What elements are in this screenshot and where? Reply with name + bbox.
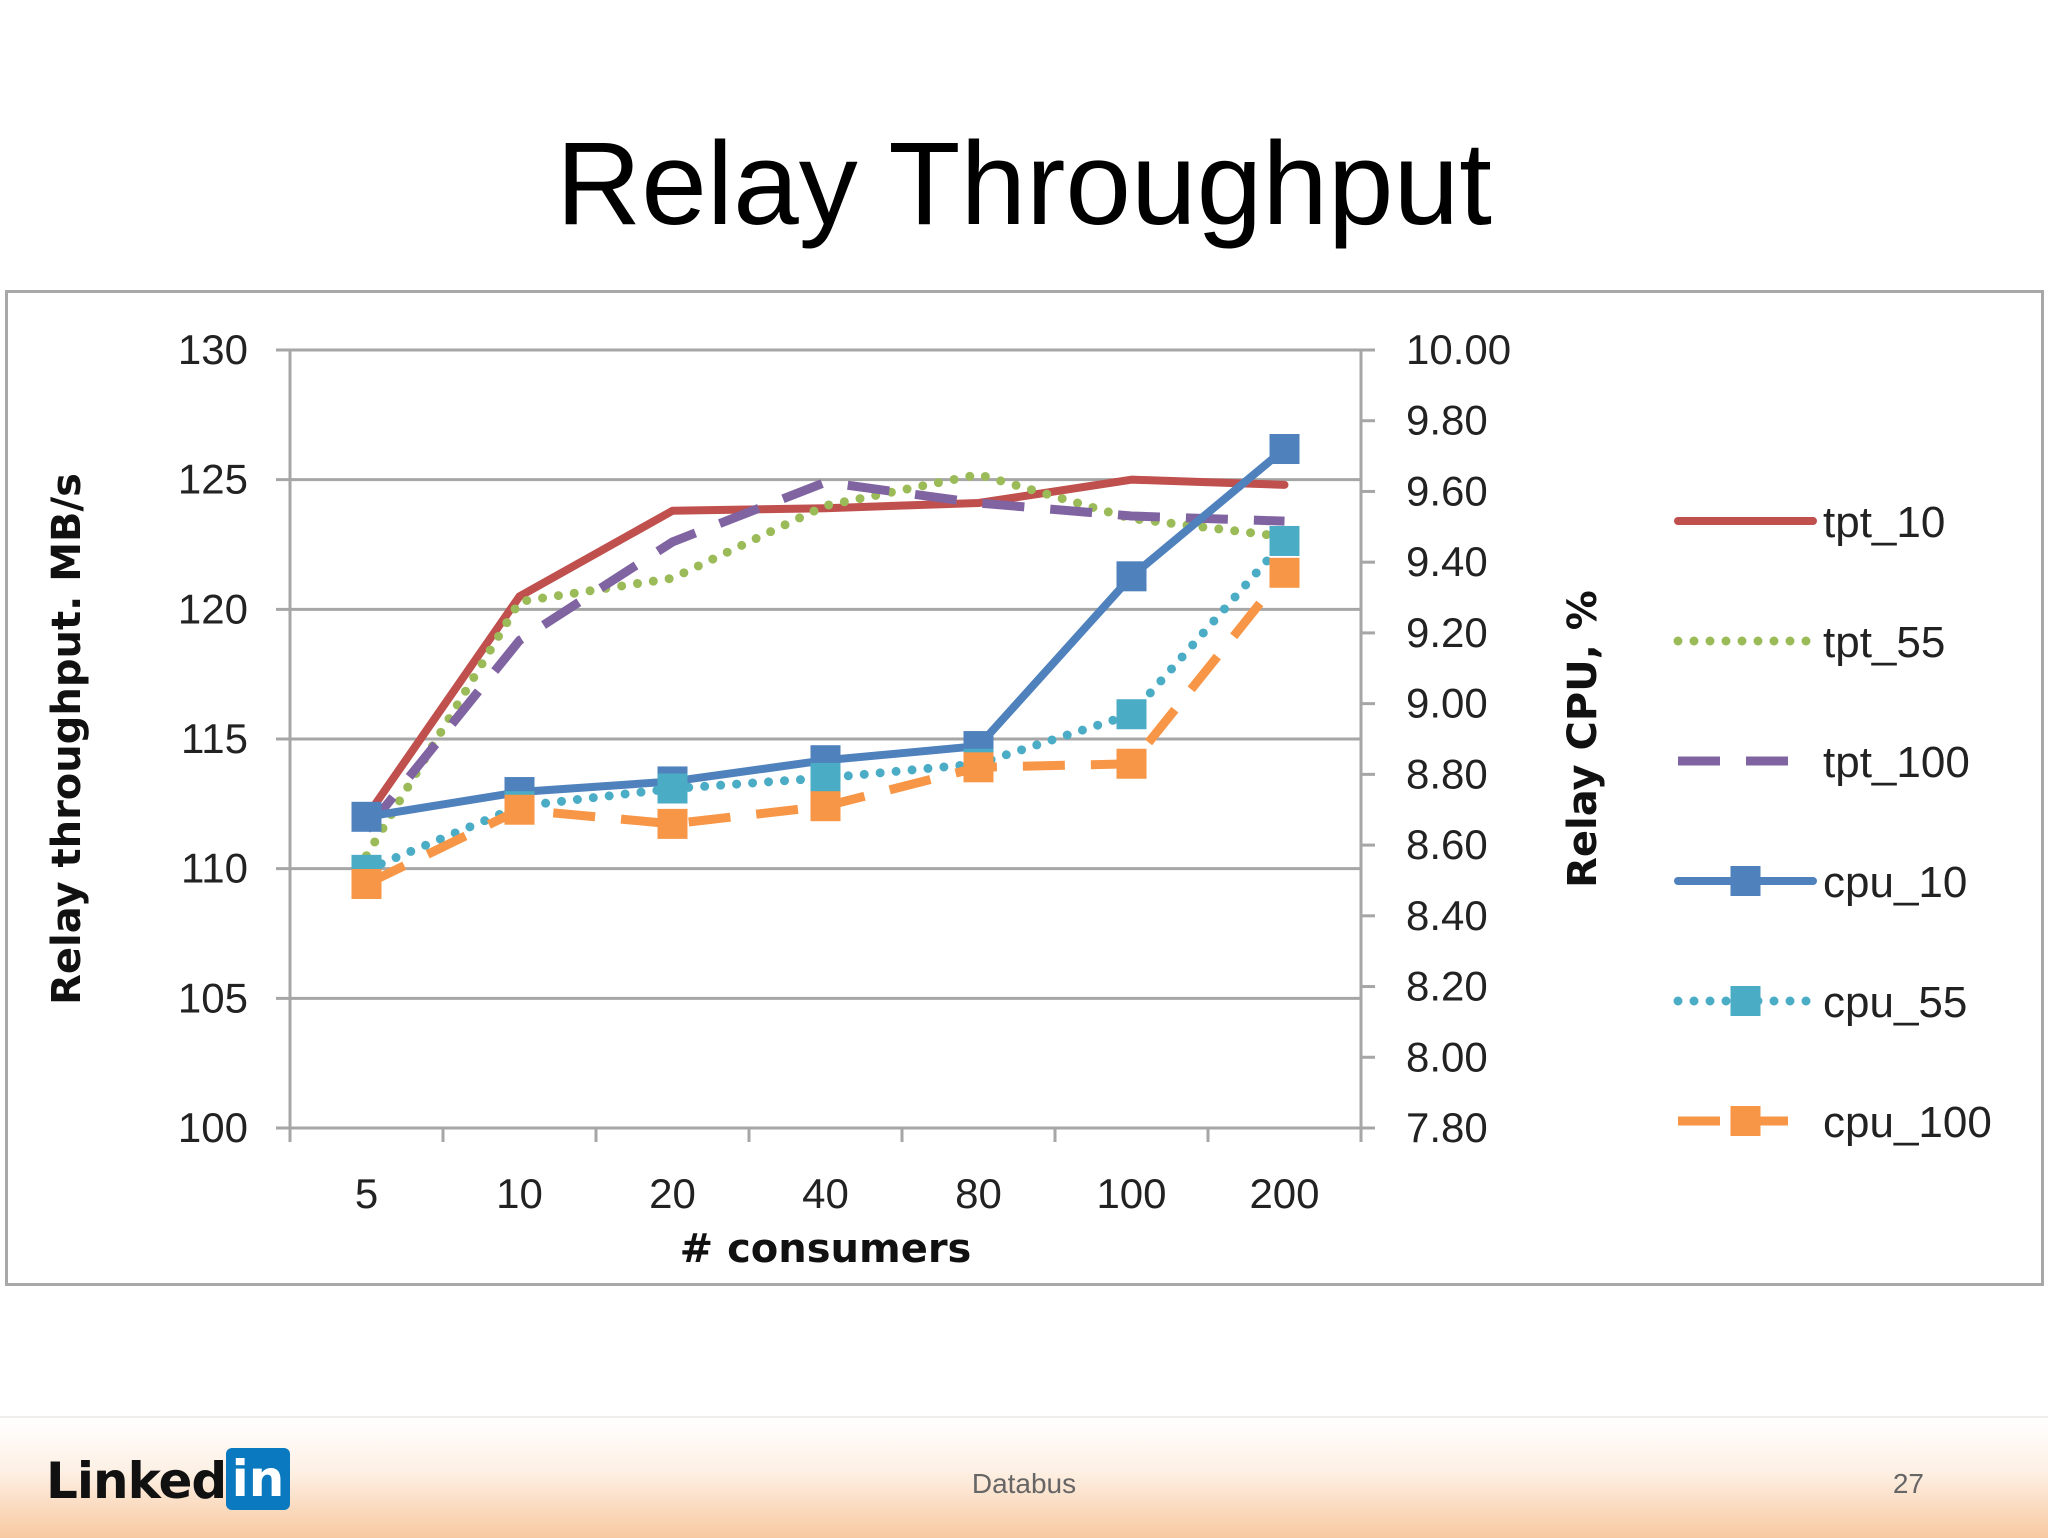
legend-label-cpu_10: cpu_10 bbox=[1823, 858, 1967, 907]
legend-label-tpt_55: tpt_55 bbox=[1823, 618, 1945, 667]
y-left-tick-label: 120 bbox=[178, 585, 248, 632]
data-point-cpu_100 bbox=[1269, 557, 1300, 588]
x-tick-label: 200 bbox=[1249, 1170, 1319, 1217]
y-left-tick-label: 115 bbox=[181, 715, 248, 762]
legend: tpt_10 tpt_55 tpt_100 cpu_10 cpu_55 cpu_100 bbox=[1673, 498, 1992, 1147]
x-axis-title: # consumers bbox=[680, 1226, 972, 1272]
data-point-cpu_100 bbox=[963, 752, 994, 783]
x-tick-label: 20 bbox=[649, 1170, 696, 1217]
y-right-tick-label: 9.40 bbox=[1406, 538, 1488, 585]
data-point-cpu_100 bbox=[810, 791, 841, 822]
y-right-tick-label: 10.00 bbox=[1406, 326, 1511, 373]
legend-marker-cpu_55 bbox=[1730, 986, 1761, 1016]
legend-label-cpu_55: cpu_55 bbox=[1823, 978, 1967, 1027]
legend-label-tpt_10: tpt_10 bbox=[1823, 498, 1945, 547]
legend-label-cpu_100: cpu_100 bbox=[1823, 1098, 1992, 1147]
legend-marker-cpu_10 bbox=[1730, 866, 1761, 896]
x-tick-label: 40 bbox=[802, 1170, 849, 1217]
legend-marker-cpu_100 bbox=[1730, 1106, 1761, 1136]
footer: Linked in Databus 27 bbox=[0, 1416, 2048, 1538]
legend-label-tpt_100: tpt_100 bbox=[1823, 738, 1970, 787]
data-point-cpu_10 bbox=[1116, 561, 1147, 592]
y-right-tick-label: 8.00 bbox=[1406, 1033, 1488, 1080]
data-point-cpu_10 bbox=[1269, 434, 1300, 465]
data-point-cpu_55 bbox=[1269, 525, 1300, 556]
slide-title: Relay Throughput bbox=[556, 118, 1492, 250]
data-point-cpu_100 bbox=[504, 794, 535, 825]
series-line-tpt_100 bbox=[363, 477, 1285, 833]
y-axis-title-right: Relay CPU, % bbox=[1560, 590, 1606, 888]
x-tick-label: 100 bbox=[1096, 1170, 1166, 1217]
data-point-cpu_100 bbox=[657, 808, 688, 839]
logo-in-badge: in bbox=[226, 1448, 290, 1510]
series-layer bbox=[351, 434, 1300, 899]
series-line-tpt_55 bbox=[362, 469, 1289, 861]
series-line-tpt_10 bbox=[362, 475, 1289, 821]
page-number: 27 bbox=[1892, 1468, 1924, 1499]
data-point-cpu_55 bbox=[657, 773, 688, 804]
x-tick-label: 10 bbox=[496, 1170, 543, 1217]
data-point-cpu_10 bbox=[351, 801, 382, 832]
logo-text: Linked bbox=[46, 1452, 227, 1510]
y-left-tick-label: 105 bbox=[178, 974, 248, 1021]
y-left-tick-label: 110 bbox=[181, 845, 248, 892]
y-left-tick-label: 125 bbox=[178, 456, 248, 503]
y-right-tick-label: 8.80 bbox=[1406, 750, 1488, 797]
y-right-tick-label: 7.80 bbox=[1406, 1104, 1488, 1151]
chart-frame: 100 105 110 115 120 125 130 7.80 8.00 8.20 8.40 8.6… bbox=[5, 290, 2044, 1286]
data-point-cpu_100 bbox=[1116, 748, 1147, 779]
y-right-tick-label: 9.80 bbox=[1406, 397, 1488, 444]
footer-title: Databus bbox=[971, 1468, 1077, 1499]
y-right-tick-label: 9.00 bbox=[1406, 680, 1488, 727]
axes bbox=[288, 348, 1375, 1142]
x-tick-label: 5 bbox=[355, 1170, 378, 1217]
y-right-tick-label: 9.60 bbox=[1406, 467, 1488, 514]
chart: 1001051101151201251307.808.008.208.408.6… bbox=[44, 326, 1992, 1272]
gridlines bbox=[276, 348, 1361, 1130]
data-point-cpu_100 bbox=[351, 868, 382, 899]
y-right-tick-label: 8.40 bbox=[1406, 892, 1488, 939]
y-right-tick-label: 9.20 bbox=[1406, 609, 1488, 656]
y-axis-title-left: Relay throughput. MB/s bbox=[44, 473, 90, 1005]
tick-labels: 1001051101151201251307.808.008.208.408.6… bbox=[178, 326, 1511, 1217]
y-right-tick-label: 8.20 bbox=[1406, 963, 1488, 1010]
y-left-tick-label: 130 bbox=[178, 326, 248, 373]
data-point-cpu_55 bbox=[1116, 699, 1147, 730]
y-left-tick-label: 100 bbox=[178, 1104, 248, 1151]
x-tick-label: 80 bbox=[955, 1170, 1002, 1217]
data-point-cpu_55 bbox=[810, 762, 841, 793]
y-right-tick-label: 8.60 bbox=[1406, 821, 1488, 868]
